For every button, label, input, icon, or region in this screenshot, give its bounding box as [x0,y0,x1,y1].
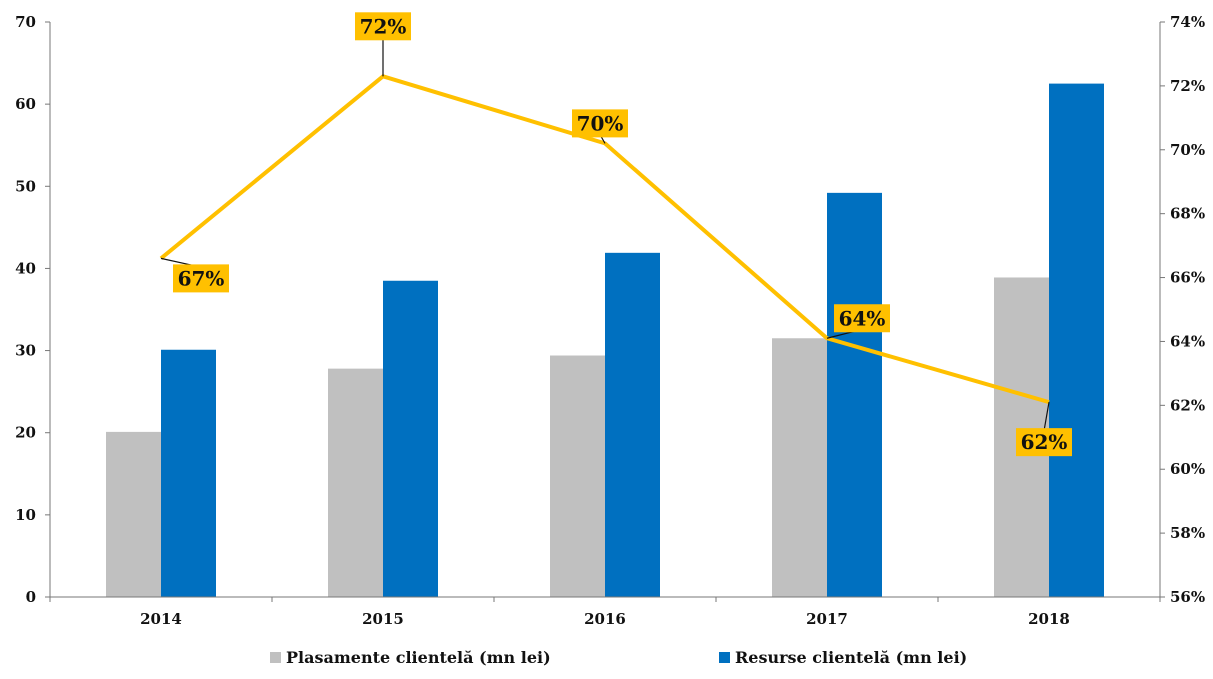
x-tick-label-2015: 2015 [362,610,404,628]
left-tick-label: 70 [15,13,36,31]
bar-resurse-2015 [383,280,438,597]
data-label-box-2014 [173,264,229,293]
legend-label-plasamente: Plasamente clientelă (mn lei) [286,648,551,667]
left-tick-label: 40 [15,259,36,277]
right-tick-label: 72% [1170,77,1205,95]
right-tick-label: 70% [1170,141,1205,159]
right-tick-label: 56% [1170,588,1205,606]
axes-layer: 0 10 20 30 40 50 60 70 56% 58% 60% 62% 64% 66% 68% 70% 7… [15,13,1205,628]
right-tick-label: 58% [1170,524,1205,542]
right-tick-label: 60% [1170,460,1205,478]
right-tick-label: 62% [1170,396,1205,414]
data-label-2016: 70% [577,111,624,135]
bar-resurse-2018 [1049,83,1104,598]
left-tick-label: 20 [15,424,36,442]
x-tick-label-2016: 2016 [584,610,626,628]
right-tick-label: 68% [1170,205,1205,223]
bar-plasamente-2017 [772,338,827,597]
left-tick-label: 30 [15,342,36,360]
data-label-2017: 64% [839,306,886,330]
data-label-leader-2018 [1043,402,1050,432]
bar-resurse-2016 [605,252,660,598]
data-label-2015: 72% [360,14,407,38]
data-label-box-2016 [572,109,628,138]
data-label-2018: 62% [1021,430,1068,454]
legend-swatch-plasamente [270,652,281,663]
x-tick-label-2018: 2018 [1028,610,1070,628]
right-tick-label: 74% [1170,13,1205,31]
data-label-box-2018 [1016,428,1072,457]
left-tick-label: 60 [15,95,36,113]
right-tick-label: 66% [1170,269,1205,287]
bars-layer [106,83,1104,598]
bar-resurse-2017 [827,192,882,597]
x-tick-label-2014: 2014 [140,610,182,628]
bar-plasamente-2014 [106,431,161,597]
right-tick-label: 64% [1170,332,1205,350]
x-tick-label-2017: 2017 [806,610,848,628]
data-label-2014: 67% [178,266,225,290]
bar-resurse-2014 [161,349,216,597]
bar-plasamente-2016 [550,355,605,597]
bar-plasamente-2015 [328,368,383,597]
data-label-box-2017 [834,304,890,333]
legend-swatch-resurse [719,652,730,663]
legend: Plasamente clientelă (mn lei) Resurse cli… [270,648,967,667]
left-tick-label: 0 [26,588,36,606]
data-label-box-2015 [355,12,411,41]
legend-label-resurse: Resurse clientelă (mn lei) [735,648,967,667]
left-tick-label: 50 [15,177,36,195]
labels-layer: 67% 72% 70% 64% 62% [160,12,1072,457]
left-tick-label: 10 [15,506,36,524]
